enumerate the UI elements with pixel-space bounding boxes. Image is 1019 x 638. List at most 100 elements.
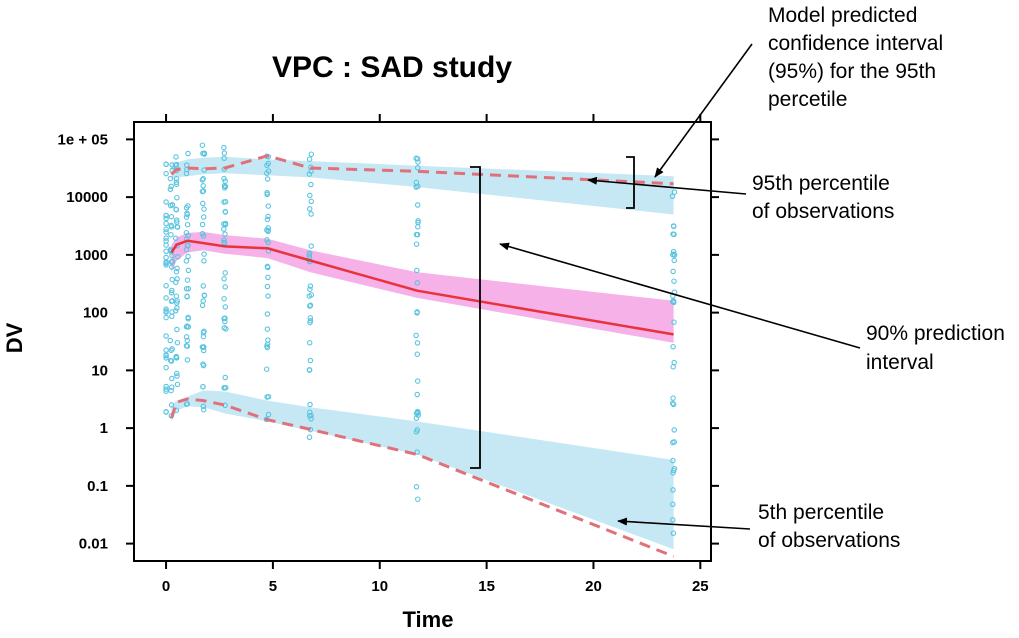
observation-point: [163, 408, 169, 415]
observation-point: [670, 231, 676, 237]
observation-point: [221, 295, 227, 302]
observation-point: [671, 359, 677, 366]
observation-point: [183, 285, 190, 292]
observation-point: [414, 378, 421, 384]
observation-point: [221, 221, 227, 227]
observation-point: [670, 298, 677, 304]
observation-point: [307, 315, 314, 321]
y-tick-label: 10: [91, 362, 108, 379]
observation-point: [200, 329, 207, 336]
observation-point: [200, 214, 207, 220]
observation-point: [306, 250, 313, 256]
plot-frame: [133, 121, 712, 562]
interval-bands: [171, 156, 674, 550]
observation-point: [221, 155, 227, 161]
observation-point: [221, 226, 227, 232]
observation-point: [168, 231, 174, 238]
observation-point: [169, 375, 175, 382]
observation-point: [173, 354, 179, 361]
observation-point: [174, 300, 180, 306]
observation-point: [200, 406, 207, 413]
observation-point: [265, 213, 271, 220]
observation-point: [308, 181, 314, 188]
observation-point: [200, 383, 206, 390]
observation-point: [307, 302, 314, 309]
observation-point: [163, 226, 169, 233]
y-tick-label: 100: [83, 305, 108, 322]
observation-point: [414, 449, 420, 455]
observation-point: [414, 351, 421, 357]
observation-point: [222, 208, 229, 215]
observation-point: [221, 276, 227, 282]
observation-point: [174, 276, 180, 282]
observation-point: [163, 347, 169, 353]
observation-point: [169, 298, 175, 304]
observation-point: [671, 319, 677, 325]
observation-point: [184, 293, 190, 300]
observation-point: [265, 160, 272, 167]
observation-point: [414, 165, 421, 171]
x-tick-label: 0: [162, 578, 170, 595]
observation-point: [173, 181, 180, 187]
observation-point: [200, 403, 207, 410]
observation-point: [167, 175, 174, 182]
observation-point: [264, 341, 271, 347]
observation-point: [307, 357, 314, 364]
observation-point: [200, 200, 206, 207]
observation-point: [174, 373, 180, 379]
observation-point: [200, 176, 206, 182]
observation-point: [173, 175, 180, 182]
observation-point: [307, 283, 314, 289]
observation-point: [307, 286, 313, 292]
observation-point: [671, 278, 677, 284]
bracket-95th-ci: [626, 156, 635, 209]
observation-point: [222, 315, 228, 321]
observation-point: [222, 374, 228, 381]
observation-point: [306, 366, 313, 373]
bracket-prediction-interval: [470, 166, 481, 469]
y-tick-label: 1000: [75, 247, 108, 264]
observation-point: [671, 251, 677, 257]
observation-point: [670, 457, 676, 464]
observation-point: [265, 274, 271, 281]
x-tick-label: 15: [478, 578, 495, 595]
observation-point: [183, 334, 190, 340]
observation-point: [163, 386, 169, 392]
observation-point: [306, 340, 313, 346]
observation-point: [670, 501, 676, 508]
observation-point: [169, 202, 176, 208]
annotation-line: (95%) for the 95th: [768, 60, 936, 83]
x-tick-label: 10: [371, 578, 388, 595]
observation-point: [199, 344, 206, 350]
observation-point: [168, 213, 175, 220]
observation-point: [670, 395, 676, 401]
observation-point: [265, 293, 271, 299]
annotation-2: 90% prediction interval: [866, 322, 1005, 374]
observation-point: [163, 212, 169, 219]
observation-point: [200, 361, 206, 367]
observation-point: [306, 293, 313, 299]
observation-point: [163, 314, 169, 321]
annotation-line: confidence interval: [768, 32, 943, 55]
observation-point: [183, 162, 190, 168]
x-axis-label: Time: [403, 607, 454, 632]
observation-point: [264, 216, 271, 223]
observation-point: [413, 155, 419, 162]
band-0: [171, 156, 674, 215]
observation-point: [670, 268, 676, 275]
observation-point: [163, 248, 169, 255]
observation-point: [669, 193, 676, 200]
band-2: [171, 390, 674, 550]
observation-point: [163, 242, 169, 248]
observation-point: [175, 254, 181, 260]
observation-point: [183, 343, 190, 349]
observation-point: [173, 161, 180, 168]
line-observed-5th-percentile: [169, 397, 675, 558]
observation-point: [185, 267, 192, 274]
observation-point: [184, 323, 190, 329]
observation-point: [308, 416, 314, 422]
observation-point: [414, 280, 421, 286]
observation-point: [183, 214, 190, 220]
observation-point: [174, 381, 181, 388]
y-tick-label: 1e + 05: [58, 131, 108, 148]
